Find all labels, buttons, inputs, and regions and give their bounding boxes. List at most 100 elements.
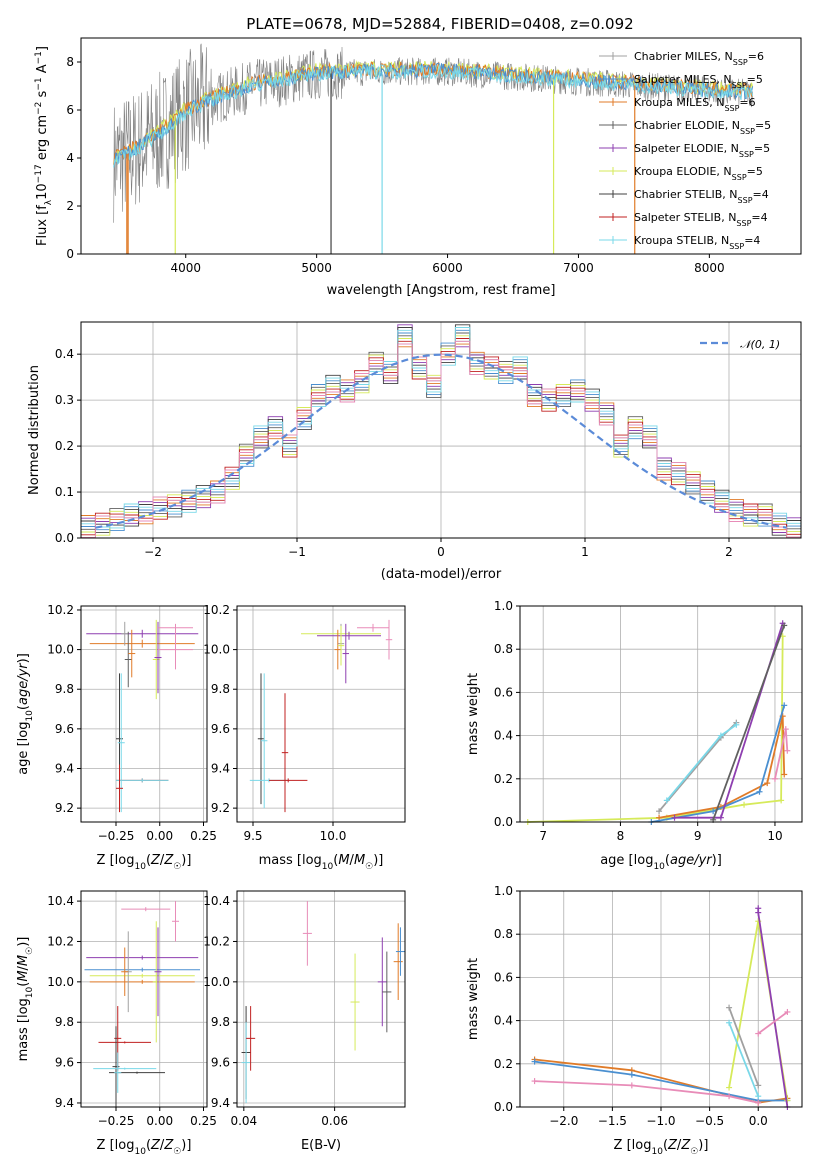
y-tick-label: 9.4 bbox=[55, 1096, 74, 1110]
series-line-c_elodie bbox=[712, 625, 786, 821]
y-tick-label: 0.2 bbox=[494, 1057, 513, 1071]
y-tick-label: 10.0 bbox=[47, 975, 74, 989]
legend-entry: Salpeter MILES, NSSP=5 bbox=[634, 73, 763, 90]
figure-title: PLATE=0678, MJD=52884, FIBERID=0408, z=0… bbox=[246, 15, 633, 33]
series-line-s_miles bbox=[651, 705, 786, 823]
y-tick-label: 9.6 bbox=[55, 722, 74, 736]
y-tick-label: 2 bbox=[66, 199, 74, 213]
legend-entry: 𝒩(0, 1) bbox=[740, 338, 780, 351]
x-axis-label: Z [log10(Z/Z☉)] bbox=[97, 1138, 192, 1157]
y-tick-label: 6 bbox=[66, 103, 74, 117]
x-axis-label: wavelength [Angstrom, rest frame] bbox=[327, 283, 556, 298]
y-tick-label: 10.4 bbox=[203, 894, 230, 908]
axes-frame bbox=[519, 605, 803, 823]
histogram-step-pink bbox=[81, 340, 801, 538]
x-axis-label: E(B-V) bbox=[301, 1138, 341, 1153]
y-tick-label: 9.8 bbox=[55, 682, 74, 696]
y-tick-label: 0.0 bbox=[55, 531, 74, 545]
panel-age-vs-mass bbox=[233, 606, 405, 826]
y-tick-label: 9.6 bbox=[211, 722, 230, 736]
panel-age-vs-Z bbox=[77, 606, 207, 826]
y-tick-label: 1.0 bbox=[494, 884, 513, 898]
legend-entry: Kroupa ELODIE, NSSP=5 bbox=[634, 165, 763, 182]
y-tick-label: 0.0 bbox=[494, 1100, 513, 1114]
x-tick-label: −2 bbox=[144, 545, 162, 559]
panel-residual-histogram bbox=[77, 322, 801, 542]
legend-entry: Chabrier ELODIE, NSSP=5 bbox=[634, 119, 771, 136]
panel-mass-vs-Z bbox=[77, 891, 207, 1111]
x-tick-label: 0.00 bbox=[146, 829, 173, 843]
y-tick-label: 9.4 bbox=[211, 1096, 230, 1110]
y-tick-label: 0.1 bbox=[55, 485, 74, 499]
y-axis-label: Normed distribution bbox=[27, 365, 42, 495]
axes-frame bbox=[519, 890, 803, 1108]
axes-frame bbox=[80, 37, 802, 255]
axes-frame bbox=[80, 890, 208, 1108]
x-tick-label: 10.0 bbox=[320, 829, 347, 843]
x-tick-label: 5000 bbox=[301, 261, 332, 275]
y-tick-label: 10.0 bbox=[203, 643, 230, 657]
axes-frame bbox=[80, 321, 802, 539]
y-tick-label: 9.2 bbox=[211, 801, 230, 815]
x-tick-label: −2.0 bbox=[549, 1114, 578, 1128]
y-tick-label: 1.0 bbox=[494, 599, 513, 613]
legend-entry: Kroupa STELIB, NSSP=4 bbox=[634, 234, 760, 251]
y-tick-label: 0.4 bbox=[55, 347, 74, 361]
y-tick-label: 0.2 bbox=[494, 772, 513, 786]
y-tick-label: 9.6 bbox=[211, 1056, 230, 1070]
x-tick-label: 9 bbox=[694, 829, 702, 843]
y-tick-label: 9.2 bbox=[55, 801, 74, 815]
y-tick-label: 0 bbox=[66, 247, 74, 261]
x-axis-label: age [log10(age/yr)] bbox=[600, 853, 722, 872]
x-tick-label: −0.25 bbox=[98, 1114, 135, 1128]
series-line-s_elodie bbox=[757, 908, 789, 1108]
legend-entry: Kroupa MILES, NSSP=6 bbox=[634, 96, 756, 113]
y-tick-label: 0.2 bbox=[55, 439, 74, 453]
y-tick-label: 9.4 bbox=[55, 761, 74, 775]
y-tick-label: 0.4 bbox=[494, 1014, 513, 1028]
gaussian-curve bbox=[95, 353, 787, 529]
x-tick-label: 4000 bbox=[170, 261, 201, 275]
legend-entry: Salpeter STELIB, NSSP=4 bbox=[634, 211, 768, 228]
x-tick-label: −0.25 bbox=[98, 829, 135, 843]
y-tick-label: 10.0 bbox=[47, 643, 74, 657]
y-tick-label: 10.2 bbox=[203, 934, 230, 948]
axes-frame bbox=[236, 605, 406, 823]
x-tick-label: −1 bbox=[288, 545, 306, 559]
y-tick-label: 10.2 bbox=[47, 934, 74, 948]
y-tick-label: 9.6 bbox=[55, 1056, 74, 1070]
y-tick-label: 0.6 bbox=[494, 970, 513, 984]
x-axis-label: (data-model)/error bbox=[381, 567, 502, 582]
y-tick-label: 9.4 bbox=[211, 761, 230, 775]
y-tick-label: 0.6 bbox=[494, 685, 513, 699]
y-tick-label: 0.8 bbox=[494, 642, 513, 656]
x-tick-label: 9.5 bbox=[243, 829, 262, 843]
y-tick-label: 0.3 bbox=[55, 393, 74, 407]
y-axis-label: mass weight bbox=[466, 673, 481, 755]
series-line-pink bbox=[757, 1011, 788, 1035]
x-tick-label: 0.00 bbox=[146, 1114, 173, 1128]
series-line-k_stelib bbox=[728, 1022, 760, 1097]
y-tick-label: 10.2 bbox=[47, 603, 74, 617]
x-tick-label: 0 bbox=[437, 545, 445, 559]
x-tick-label: 10 bbox=[767, 829, 782, 843]
series-line-s_elodie bbox=[674, 623, 784, 819]
axes-frame bbox=[236, 890, 406, 1108]
y-tick-label: 10.4 bbox=[47, 894, 74, 908]
x-tick-label: 0.25 bbox=[190, 1114, 217, 1128]
x-axis-label: Z [log10(Z/Z☉)] bbox=[614, 1138, 709, 1157]
y-tick-label: 0.4 bbox=[494, 729, 513, 743]
x-axis-label: Z [log10(Z/Z☉)] bbox=[97, 853, 192, 872]
y-tick-label: 8 bbox=[66, 55, 74, 69]
y-axis-label: mass weight bbox=[466, 958, 481, 1040]
x-tick-label: −1.0 bbox=[646, 1114, 675, 1128]
y-tick-label: 9.8 bbox=[211, 1015, 230, 1029]
y-tick-label: 4 bbox=[66, 151, 74, 165]
x-tick-label: 8000 bbox=[694, 261, 725, 275]
legend-entry: Salpeter ELODIE, NSSP=5 bbox=[634, 142, 770, 159]
series-line-pink bbox=[534, 1080, 759, 1104]
x-tick-label: 8 bbox=[617, 829, 625, 843]
x-tick-label: 0.0 bbox=[749, 1114, 768, 1128]
series-line-k_stelib bbox=[113, 62, 754, 168]
